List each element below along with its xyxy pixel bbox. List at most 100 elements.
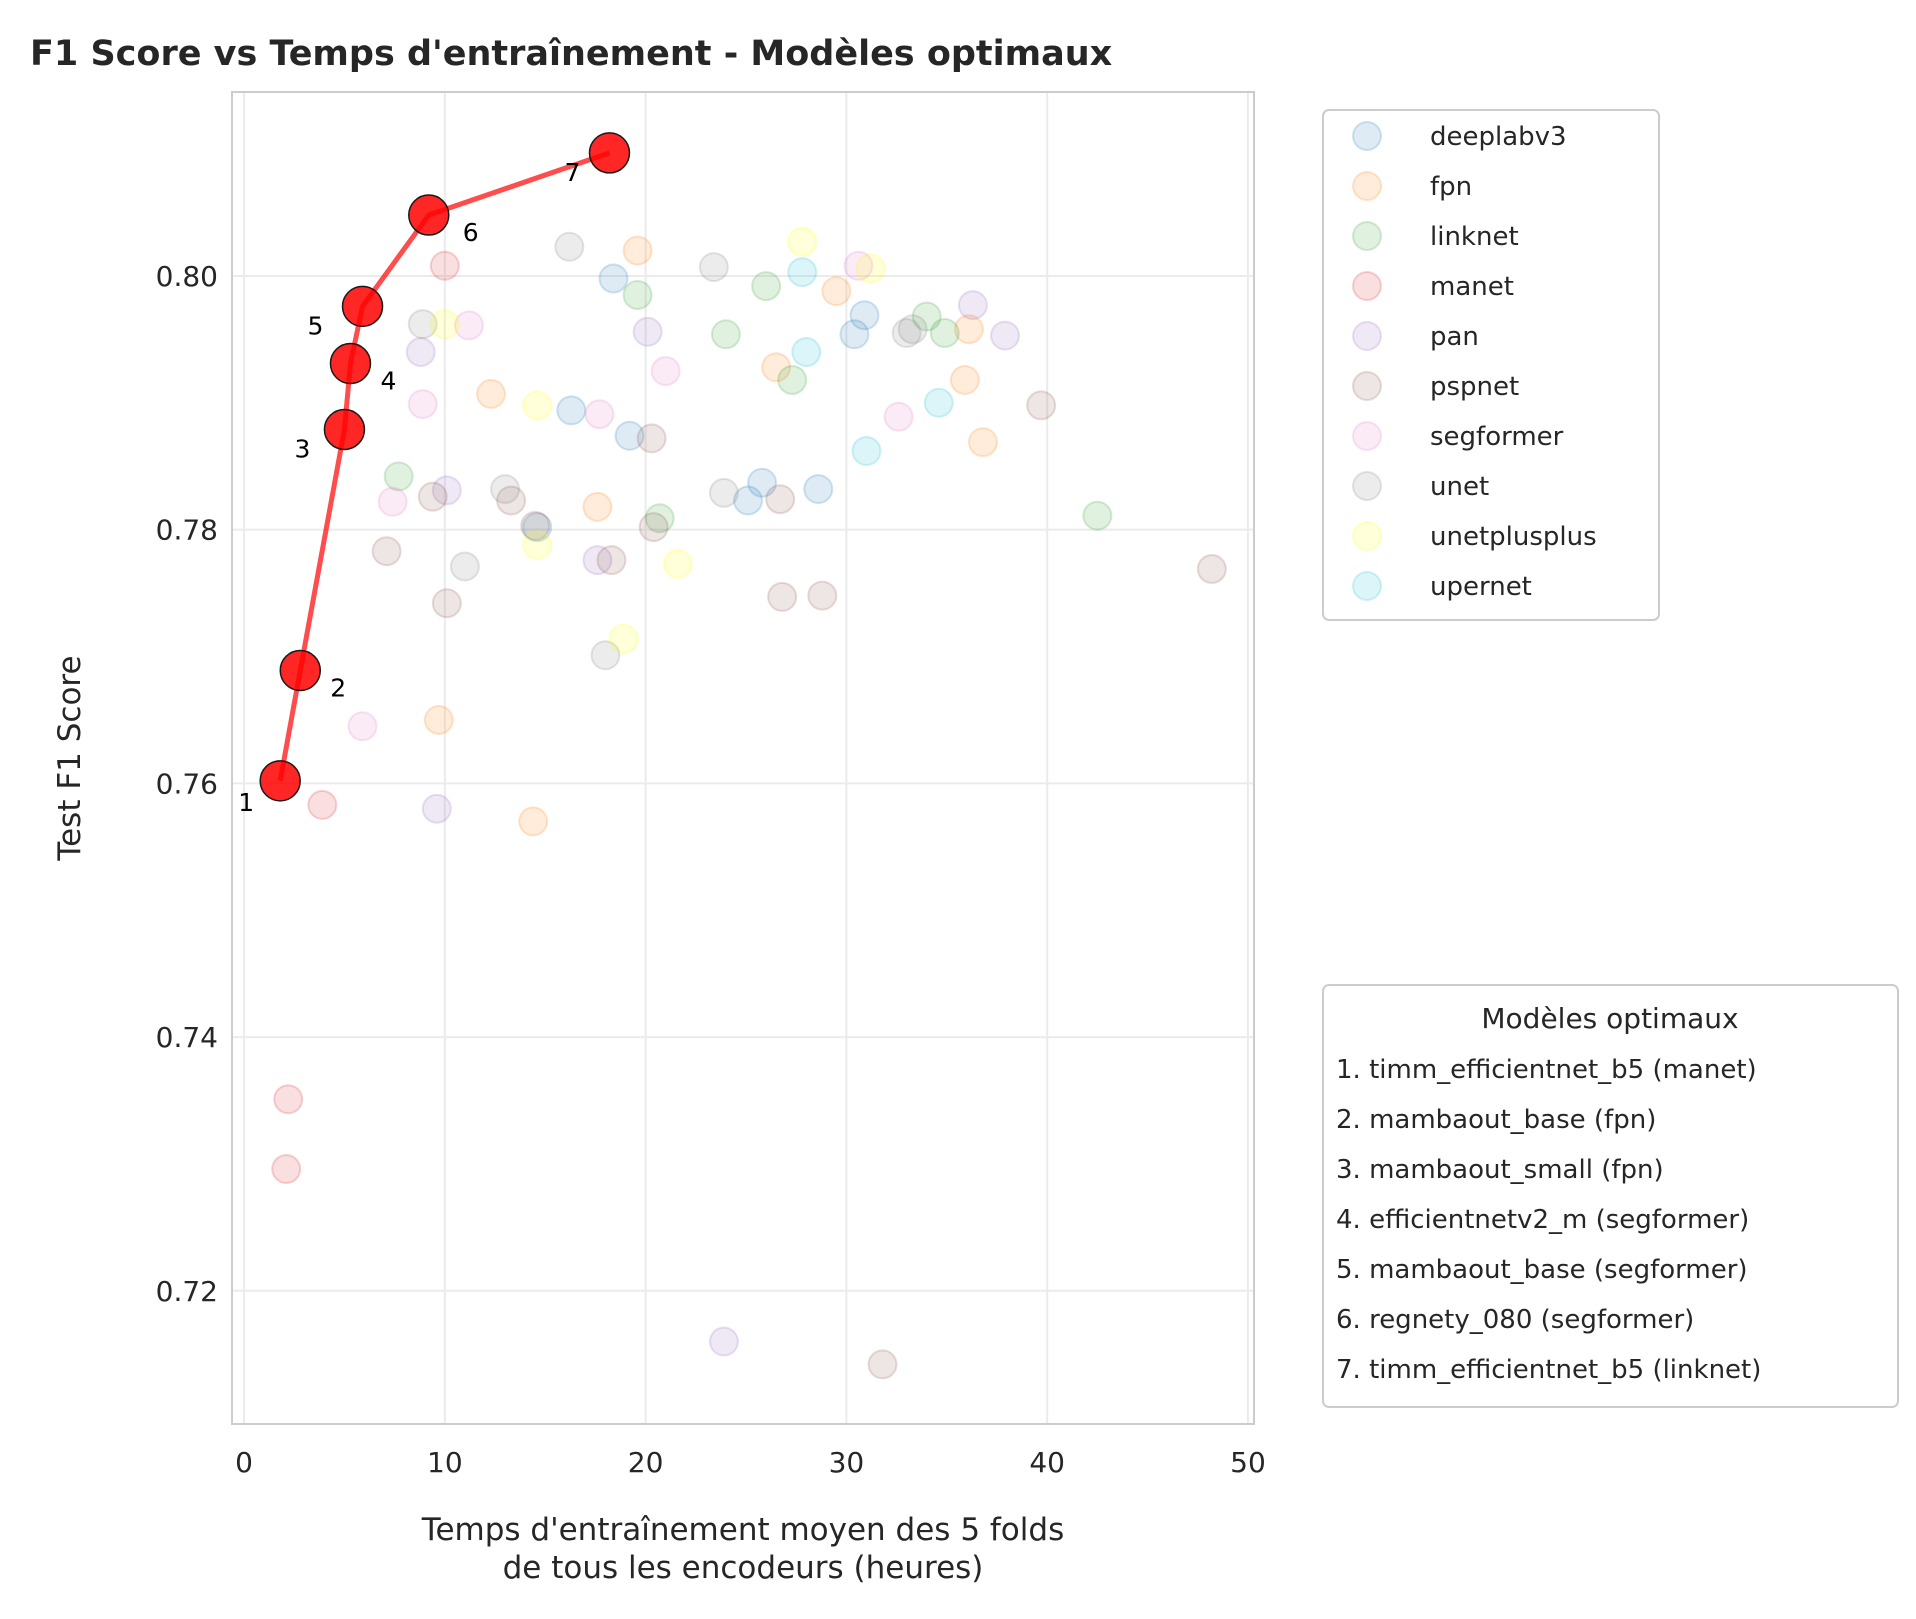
point-pan <box>405 337 436 368</box>
point-pspnet <box>636 423 667 454</box>
point-pspnet <box>1026 390 1057 421</box>
legend-marker-fpn <box>1352 171 1382 201</box>
legend-marker-segformer <box>1352 421 1382 451</box>
point-fpn <box>476 378 507 409</box>
legend-marker-pspnet <box>1352 371 1382 401</box>
point-unetplusplus <box>787 226 818 257</box>
optimal-point-label: 6 <box>463 218 479 247</box>
point-linknet <box>751 271 782 302</box>
optimal-point <box>259 760 301 802</box>
optimal-legend-entry: 7. timm_efficientnet_b5 (linknet) <box>1336 1355 1761 1385</box>
point-deeplabv3 <box>598 263 629 294</box>
point-fpn <box>821 276 852 307</box>
point-segformer <box>407 389 438 420</box>
point-pan <box>632 316 663 347</box>
point-deeplabv3 <box>849 300 880 331</box>
point-unetplusplus <box>608 623 639 654</box>
optimal-legend-entry: 1. timm_efficientnet_b5 (manet) <box>1336 1055 1757 1085</box>
legend-marker-unet <box>1352 471 1382 501</box>
point-segformer <box>843 250 874 281</box>
point-deeplabv3 <box>803 474 834 505</box>
point-pan <box>708 1326 739 1357</box>
point-segformer <box>377 486 408 517</box>
point-fpn <box>761 352 792 383</box>
point-pspnet <box>496 485 527 516</box>
point-pspnet <box>638 512 669 543</box>
point-fpn <box>423 704 454 735</box>
point-deeplabv3 <box>614 420 645 451</box>
point-unet <box>449 551 480 582</box>
point-unetplusplus <box>522 529 553 560</box>
point-upernet <box>787 257 818 288</box>
point-unetplusplus <box>522 390 553 421</box>
point-unet <box>698 252 729 283</box>
point-deeplabv3 <box>556 395 587 426</box>
point-segformer <box>347 711 378 742</box>
point-unet <box>407 309 438 340</box>
optimal-legend-entry: 6. regnety_080 (segformer) <box>1336 1305 1694 1335</box>
point-linknet <box>1082 500 1113 531</box>
point-pspnet <box>431 588 462 619</box>
point-unetplusplus <box>429 309 460 340</box>
y-tick-label: 0.72 <box>156 1275 218 1308</box>
point-manet <box>307 789 338 820</box>
point-unet <box>897 314 928 345</box>
legend-label-fpn: fpn <box>1430 172 1472 202</box>
point-pan <box>431 475 462 506</box>
optimal-frontier: 1 2 3 4 5 6 7 <box>238 132 631 817</box>
point-unet <box>891 318 922 349</box>
point-deeplabv3 <box>733 485 764 516</box>
point-linknet <box>710 319 741 350</box>
point-deeplabv3 <box>839 319 870 350</box>
optimal-legend-entry: 4. efficientnetv2_m (segformer) <box>1336 1205 1749 1235</box>
optimal-point <box>588 132 631 174</box>
series-legend: deeplabv3 fpn linknet manet pan pspnet segform… <box>1322 109 1660 621</box>
point-unet <box>708 477 739 508</box>
legend-label-pan: pan <box>1430 322 1479 352</box>
y-axis-title: Test F1 Score <box>52 655 88 861</box>
optimal-legend-title: Modèles optimaux <box>1481 1002 1738 1035</box>
x-axis-ticks: 0 10 20 30 40 50 <box>235 1446 1266 1479</box>
point-linknet <box>929 318 960 349</box>
point-unet <box>490 474 521 505</box>
point-fpn <box>518 806 549 837</box>
point-pspnet <box>807 580 838 611</box>
legend-label-unet: unet <box>1430 472 1489 502</box>
point-linknet <box>622 279 653 310</box>
optimal-legend-box <box>1322 984 1899 1408</box>
legend-label-unetplusplus: unetplusplus <box>1430 522 1597 552</box>
point-pan <box>582 545 613 576</box>
x-tick-label: 20 <box>628 1446 664 1479</box>
y-axis-ticks: 0.72 0.74 0.76 0.78 0.80 <box>156 260 218 1308</box>
point-fpn <box>622 235 653 266</box>
point-pspnet <box>767 581 798 612</box>
legend-label-upernet: upernet <box>1430 572 1532 602</box>
x-tick-label: 40 <box>1029 1446 1065 1479</box>
x-tick-label: 10 <box>427 1446 463 1479</box>
point-segformer <box>650 356 681 387</box>
point-unetplusplus <box>855 253 886 284</box>
point-manet <box>273 1084 304 1115</box>
optimal-point-label: 2 <box>330 673 346 702</box>
point-pan <box>421 793 452 824</box>
y-tick-label: 0.78 <box>156 514 218 547</box>
y-tick-label: 0.80 <box>156 260 218 293</box>
optimal-models-legend: Modèles optimaux 1. timm_efficientnet_b5… <box>1322 984 1899 1408</box>
point-unet <box>554 231 585 262</box>
legend-marker-manet <box>1352 271 1382 301</box>
point-pan <box>957 290 988 321</box>
optimal-point-label: 7 <box>564 158 580 187</box>
point-pspnet <box>596 545 627 576</box>
optimal-legend-entry: 3. mambaout_small (fpn) <box>1336 1155 1664 1185</box>
point-upernet <box>791 337 822 368</box>
x-tick-label: 0 <box>235 1446 253 1479</box>
point-segformer <box>584 399 615 430</box>
legend-marker-unetplusplus <box>1352 521 1382 551</box>
point-linknet <box>911 301 942 332</box>
optimal-point <box>329 342 372 385</box>
legend-label-segformer: segformer <box>1430 422 1564 452</box>
point-linknet <box>383 461 414 492</box>
point-pspnet <box>1196 553 1227 584</box>
point-pspnet <box>765 484 796 515</box>
